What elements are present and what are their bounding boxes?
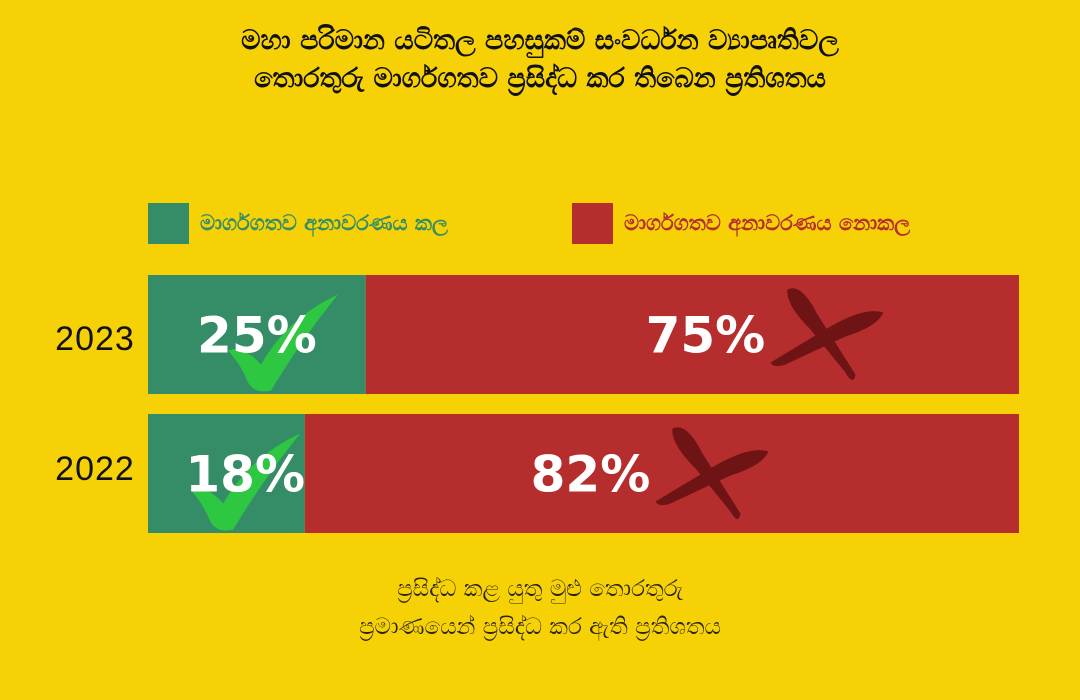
chart-title-line-1: මහා පරිමාන යටිතල පහසුකම් සංවර්ධන ව්‍යාපෘ…: [241, 25, 839, 56]
category-label-2022: 2022: [55, 450, 135, 488]
data-label-not-published-2022: 82%: [531, 446, 651, 504]
chart-title-line-2: තොරතුරු මාර්ගගතව ප්‍රසිද්ධ කර තිබෙන ප්‍ර…: [254, 63, 826, 94]
legend-swatch-not-published: [572, 203, 613, 244]
check-icon: [228, 294, 339, 392]
chart-footnote-line-2: ප්‍රමාණයෙන් ප්‍රසිද්ධ කර ඇති ප්‍රතිශතය: [358, 614, 722, 640]
legend-swatch-published: [148, 203, 189, 244]
legend-label-not-published: මාර්ගගතව අනාවරණය නොකල: [624, 211, 911, 235]
category-label-2023: 2023: [55, 320, 135, 358]
chart-footnote-line-1: ප්‍රසිද්ධ කළ යුතු මුළු තොරතුරු: [397, 576, 683, 602]
data-label-published-2023: 25%: [197, 307, 317, 365]
data-label-not-published-2023: 75%: [646, 307, 766, 365]
bar-not-published-2023: [365, 275, 1019, 394]
cross-icon: [655, 427, 769, 520]
data-label-published-2022: 18%: [185, 446, 305, 504]
chart-footnote: ප්‍රසිද්ධ කළ යුතු මුළු තොරතුරු ප්‍රමාණයෙ…: [0, 570, 1080, 646]
bar-not-published-2022: [304, 414, 1019, 533]
cross-icon: [770, 288, 884, 381]
chart-title: මහා පරිමාන යටිතල පහසුකම් සංවර්ධන ව්‍යාපෘ…: [0, 22, 1080, 98]
check-icon: [190, 433, 301, 531]
legend-label-published: මාර්ගගතව අනාවරණය කල: [200, 211, 448, 235]
